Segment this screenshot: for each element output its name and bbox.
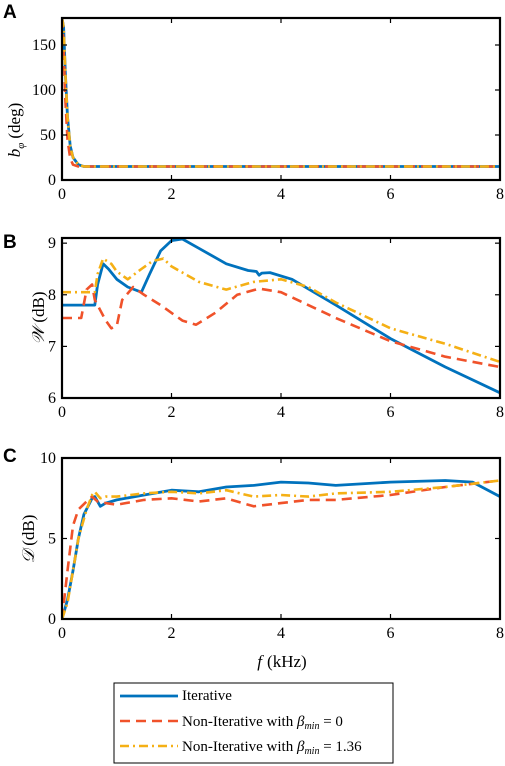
panel-b: B 𝒲(dB) 0 2 4 6 8 6 7 8 9 — [3, 232, 504, 421]
panel-a-xtick-label: 0 — [58, 186, 66, 203]
panel-c-ylabel: 𝒟(dB) — [19, 515, 38, 564]
legend-label-beta-0: Non-Iterative with βmin = 0 — [182, 714, 343, 732]
panel-c: C 𝒟(dB) f (kHz) 0 2 4 6 8 0 5 10 — [3, 446, 504, 671]
panel-b-series-beta-0 — [62, 283, 500, 369]
panel-c-ytick-label: 5 — [48, 531, 56, 548]
panel-b-letter: B — [3, 232, 17, 253]
panel-b-series-beta-136 — [62, 257, 500, 364]
panel-b-ytick-label: 9 — [48, 235, 56, 252]
panel-c-series-iterative — [62, 479, 500, 619]
panel-a-series-iterative — [62, 18, 500, 168]
panel-c-ytick-label: 10 — [40, 450, 56, 467]
panel-a-ylabel-main: b — [5, 149, 24, 158]
panel-a-series-beta-0 — [62, 18, 500, 168]
panel-b-xtick-label: 8 — [496, 404, 504, 421]
panel-c-xtick-label: 8 — [496, 625, 504, 642]
panel-b-xtick-label: 0 — [58, 404, 66, 421]
panel-c-xtick-label: 0 — [58, 625, 66, 642]
panel-c-xlabel-unit: (kHz) — [267, 652, 307, 671]
panel-a-letter: A — [3, 2, 17, 23]
panel-c-ytick-label: 0 — [48, 611, 56, 628]
panel-a-ylabel-unit: (deg) — [5, 103, 24, 139]
panel-a-ytick-label: 0 — [48, 172, 56, 189]
panel-b-ytick-label: 7 — [48, 338, 56, 355]
panel-c-xlabel: f (kHz) — [257, 652, 306, 671]
panel-c-series-beta-136 — [62, 479, 500, 619]
panel-b-xtick-label: 6 — [387, 404, 395, 421]
panel-a: A bφ (deg) 0 2 4 6 8 0 50 100 150 — [3, 2, 504, 203]
panel-a-ytick-label: 100 — [32, 82, 56, 99]
panel-b-ytick-label: 6 — [48, 390, 56, 407]
panel-a-ytick-label: 150 — [32, 37, 56, 54]
panel-a-ylabel-sub: φ — [15, 143, 27, 149]
panel-c-series-beta-0 — [62, 479, 500, 619]
panel-b-xtick-label: 2 — [168, 404, 176, 421]
panel-c-ylabel-unit: (dB) — [19, 515, 38, 546]
panel-b-frame — [60, 236, 502, 400]
panel-c-xtick-label: 6 — [387, 625, 395, 642]
panel-b-ylabel-main: 𝒲 — [29, 323, 48, 345]
panel-b-xtick-label: 4 — [277, 404, 285, 421]
panel-a-ytick-label: 50 — [40, 127, 56, 144]
panel-a-frame — [60, 16, 502, 182]
panel-a-xtick-label: 8 — [496, 186, 504, 203]
panel-b-ytick-label: 8 — [48, 287, 56, 304]
panel-a-series-beta-136 — [62, 18, 500, 168]
panel-a-xtick-label: 2 — [168, 186, 176, 203]
legend-label-beta-136: Non-Iterative with βmin = 1.36 — [182, 739, 362, 757]
panel-c-xtick-label: 2 — [168, 625, 176, 642]
panel-a-ylabel: bφ (deg) — [5, 103, 27, 157]
panel-c-xlabel-var: f — [257, 652, 264, 671]
panel-c-letter: C — [3, 446, 17, 467]
panel-a-xtick-label: 6 — [387, 186, 395, 203]
legend: Iterative Non-Iterative with βmin = 0 No… — [113, 682, 394, 764]
panel-b-ylabel-unit: (dB) — [29, 292, 48, 323]
panel-c-ylabel-main: 𝒟 — [19, 546, 38, 563]
panel-c-xtick-label: 4 — [277, 625, 285, 642]
panel-b-ylabel: 𝒲(dB) — [29, 292, 48, 345]
panel-a-xtick-label: 4 — [277, 186, 285, 203]
legend-label-iterative: Iterative — [182, 688, 232, 704]
panel-b-series-iterative — [62, 238, 500, 395]
